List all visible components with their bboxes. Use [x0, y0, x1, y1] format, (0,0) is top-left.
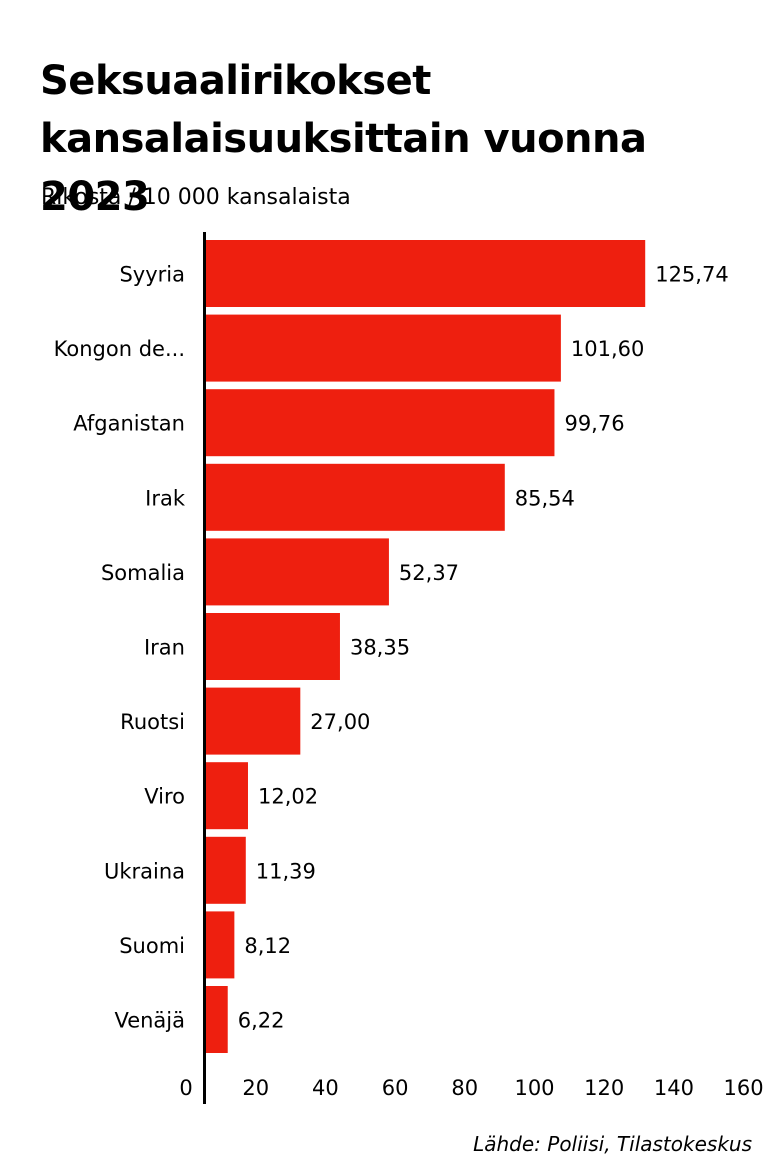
value-label: 11,39: [256, 859, 316, 883]
value-label: 27,00: [310, 710, 370, 734]
bar-0: [206, 240, 646, 307]
value-label: 12,02: [258, 785, 318, 809]
x-tick-label: 60: [382, 1076, 409, 1100]
category-labels-group: Syyria Kongon de... Afganistan Irak Somalia I…: [54, 263, 186, 1033]
value-label: 8,12: [244, 934, 291, 958]
value-label: 101,60: [571, 337, 644, 361]
bar-4: [206, 538, 389, 606]
x-tick-label: 120: [584, 1076, 624, 1100]
category-label: Ukraina: [104, 859, 185, 883]
category-label: Viro: [144, 785, 185, 809]
bars-group: [206, 240, 646, 1053]
value-label: 52,37: [399, 561, 459, 585]
value-label: 38,35: [350, 636, 410, 660]
value-label: 125,74: [655, 263, 728, 287]
category-label: Somalia: [101, 561, 185, 585]
category-label: Irak: [145, 486, 186, 510]
bar-10: [206, 986, 228, 1053]
category-label: Ruotsi: [120, 710, 185, 734]
bar-7: [206, 762, 248, 830]
bar-3: [206, 463, 505, 531]
x-tick-label: 20: [242, 1076, 269, 1100]
bar-8: [206, 836, 246, 904]
bar-5: [206, 613, 340, 680]
chart-subtitle: Rikosta / 10 000 kansalaista: [41, 185, 351, 210]
bar-1: [206, 314, 561, 382]
x-tick-label: 80: [451, 1076, 478, 1100]
chart-title: Seksuaalirikokset kansalaisuuksittain vu…: [40, 58, 647, 220]
value-label: 85,54: [515, 486, 575, 510]
x-tick-label: 100: [514, 1076, 554, 1100]
source-note: Lähde: Poliisi, Tilastokeskus: [473, 1132, 752, 1156]
category-label: Afganistan: [73, 412, 185, 436]
value-labels-group: 125,74 101,60 99,76 85,54 52,37 38,35 27,00 12,…: [238, 263, 729, 1033]
category-label: Syyria: [119, 263, 185, 287]
category-label: Suomi: [119, 934, 185, 958]
bar-9: [206, 911, 235, 979]
x-tick-label: 160: [724, 1076, 764, 1100]
value-label: 99,76: [564, 412, 624, 436]
category-label: Venäjä: [114, 1009, 185, 1033]
bar-6: [206, 687, 301, 755]
category-label: Kongon de...: [54, 337, 185, 361]
x-axis-ticks-group: 0 20 40 60 80 100 120 140 160: [179, 1076, 763, 1100]
value-label: 6,22: [238, 1009, 285, 1033]
bar-2: [206, 389, 555, 457]
x-tick-label: 0: [179, 1076, 192, 1100]
x-tick-label: 140: [654, 1076, 694, 1100]
x-tick-label: 40: [312, 1076, 339, 1100]
category-label: Iran: [144, 636, 185, 660]
